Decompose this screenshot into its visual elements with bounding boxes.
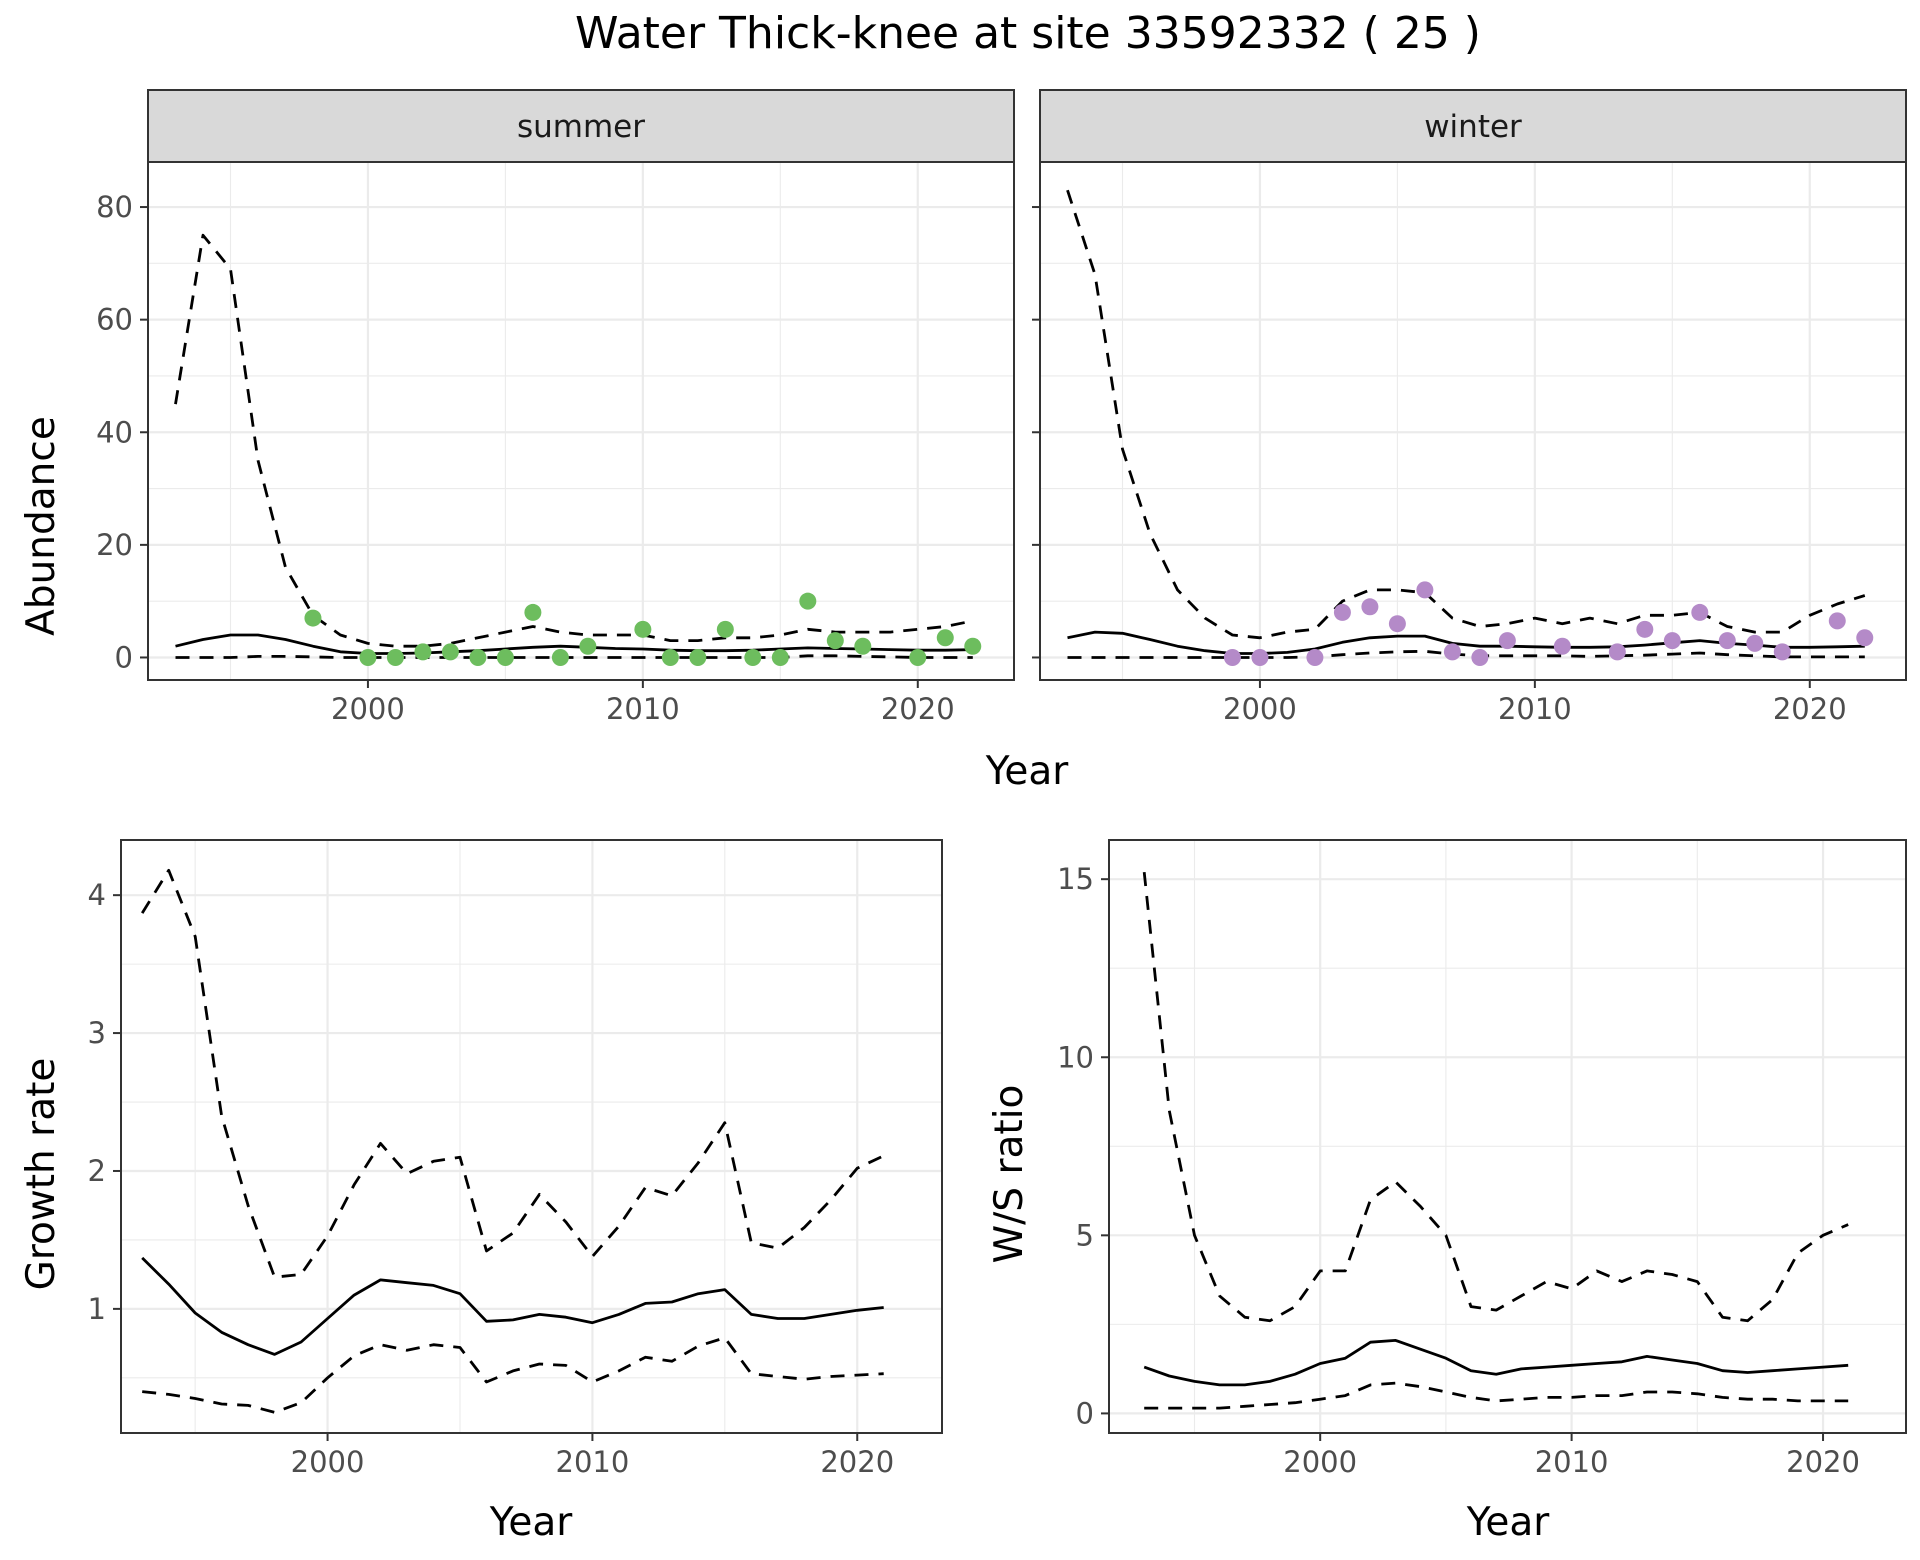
y-tick-label: 2 xyxy=(88,1154,106,1188)
data-point xyxy=(579,637,597,655)
data-point xyxy=(496,648,514,666)
data-point xyxy=(964,637,982,655)
chart-title: Water Thick-knee at site 33592332 ( 25 ) xyxy=(575,8,1481,59)
y-tick-label: 0 xyxy=(1076,1396,1094,1430)
data-point xyxy=(1553,637,1571,655)
data-point xyxy=(689,648,707,666)
data-point xyxy=(1636,620,1654,638)
data-point xyxy=(1498,632,1516,650)
data-point xyxy=(1361,598,1379,616)
lower-bound-line xyxy=(1067,649,1865,659)
data-point xyxy=(771,648,789,666)
data-point xyxy=(1608,643,1626,661)
x-tick-label: 2020 xyxy=(820,1445,894,1479)
data-point xyxy=(634,620,652,638)
x-tick-label: 2000 xyxy=(1223,692,1297,726)
data-point xyxy=(1718,632,1736,650)
data-point xyxy=(1251,648,1269,666)
y-tick-label: 15 xyxy=(1057,862,1094,896)
panel-ws-ratio: 2000 2010 2020 0 5 10 15 xyxy=(1057,839,1907,1479)
strip-winter-label: winter xyxy=(1424,109,1522,145)
panel-border xyxy=(1039,161,1907,681)
y-tick-label: 4 xyxy=(88,878,106,912)
y-tick-label: 10 xyxy=(1057,1040,1094,1074)
data-point xyxy=(1471,648,1489,666)
x-tick-label: 2010 xyxy=(1535,1445,1609,1479)
estimate-line xyxy=(1143,1339,1849,1387)
data-point xyxy=(1746,634,1764,652)
data-point xyxy=(826,632,844,650)
panel-winter: 2000 2010 2020 xyxy=(1032,161,1907,726)
data-point xyxy=(386,648,404,666)
strip-summer-background xyxy=(147,89,1015,163)
data-point xyxy=(936,629,954,647)
data-point xyxy=(524,603,542,621)
estimate-line xyxy=(175,633,973,655)
data-point xyxy=(414,643,432,661)
data-point xyxy=(744,648,762,666)
strip-summer-label: summer xyxy=(517,109,645,145)
upper-bound-line xyxy=(1142,871,1849,1323)
upper-bound-line xyxy=(1066,189,1866,640)
x-tick-label: 2020 xyxy=(1773,692,1847,726)
x-tick-label: 2000 xyxy=(291,1445,365,1479)
y-axis-title-ws-ratio: W/S ratio xyxy=(987,1085,1032,1264)
panel-border xyxy=(1108,839,1907,1434)
y-tick-label: 5 xyxy=(1076,1218,1094,1252)
upper-bound-line xyxy=(141,868,885,1279)
y-axis-title-abundance: Abundance xyxy=(19,416,64,636)
upper-bound-line xyxy=(174,233,974,648)
y-tick-label: 0 xyxy=(115,640,133,674)
x-tick-label: 2010 xyxy=(556,1445,630,1479)
x-tick-label: 2000 xyxy=(331,692,405,726)
y-tick-label: 20 xyxy=(96,528,133,562)
data-point xyxy=(469,648,487,666)
panel-growth-rate: 2000 2010 2020 1 2 3 4 xyxy=(88,839,943,1479)
data-point xyxy=(1333,603,1351,621)
data-point xyxy=(661,648,679,666)
lower-bound-line xyxy=(142,1336,884,1414)
y-tick-label: 60 xyxy=(96,303,133,337)
y-tick-label: 1 xyxy=(88,1292,106,1326)
y-tick-label: 80 xyxy=(96,190,133,224)
data-point xyxy=(716,620,734,638)
data-point xyxy=(1856,629,1874,647)
y-axis-title-growth-rate: Growth rate xyxy=(19,1058,64,1291)
estimate-line xyxy=(141,1256,884,1356)
x-tick-label: 2020 xyxy=(1786,1445,1860,1479)
lower-bound-line xyxy=(175,654,973,659)
strip-winter-background xyxy=(1039,89,1907,163)
panel-border xyxy=(147,161,1015,681)
x-tick-label: 2010 xyxy=(1498,692,1572,726)
data-point xyxy=(1663,632,1681,650)
data-point xyxy=(909,648,927,666)
data-point xyxy=(854,637,872,655)
x-axis-title-growth-rate: Year xyxy=(489,1500,574,1545)
data-point xyxy=(304,609,322,627)
data-point xyxy=(359,648,377,666)
x-axis-title-ws-ratio: Year xyxy=(1466,1500,1551,1545)
data-point xyxy=(441,643,459,661)
data-point xyxy=(799,592,817,610)
data-point xyxy=(1223,648,1241,666)
data-point xyxy=(1828,612,1846,630)
y-tick-label: 40 xyxy=(96,415,133,449)
x-tick-label: 2020 xyxy=(881,692,955,726)
panel-summer: 2000 2010 2020 0 20 40 60 80 xyxy=(96,161,1015,726)
x-tick-label: 2010 xyxy=(606,692,680,726)
y-tick-label: 3 xyxy=(88,1016,106,1050)
data-point xyxy=(551,648,569,666)
x-axis-title-top: Year xyxy=(985,749,1070,794)
data-point xyxy=(1773,643,1791,661)
panel-border xyxy=(120,839,943,1434)
data-point xyxy=(1416,581,1434,599)
data-point xyxy=(1691,603,1709,621)
data-point xyxy=(1388,615,1406,633)
data-point xyxy=(1443,643,1461,661)
x-tick-label: 2000 xyxy=(1283,1445,1357,1479)
data-point xyxy=(1306,648,1324,666)
